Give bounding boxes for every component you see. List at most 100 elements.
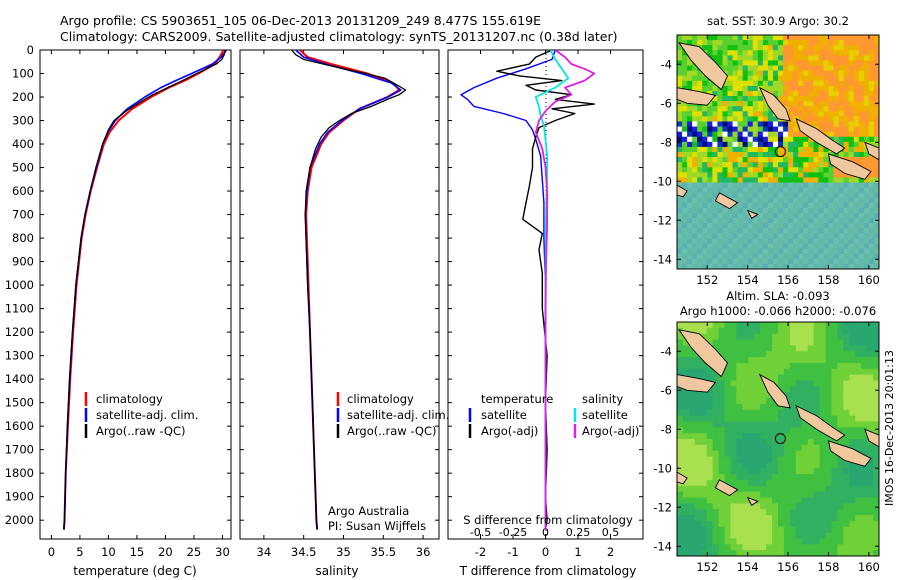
map-cell bbox=[813, 368, 821, 376]
map-cell bbox=[778, 327, 785, 335]
map-cell bbox=[742, 439, 749, 446]
map-cell bbox=[807, 444, 815, 452]
map-cell bbox=[772, 322, 779, 329]
map-cell bbox=[807, 374, 815, 381]
map-cell bbox=[767, 152, 774, 158]
map-cell bbox=[813, 50, 819, 56]
map-cell bbox=[772, 345, 779, 352]
map-cell bbox=[863, 50, 870, 56]
map-cell bbox=[843, 248, 850, 255]
map-cell bbox=[772, 70, 779, 77]
map-cell bbox=[801, 433, 809, 440]
map-cell bbox=[801, 398, 809, 405]
map-cell bbox=[757, 213, 764, 219]
map-cell bbox=[803, 55, 809, 61]
map-cell bbox=[762, 167, 769, 173]
map-cell bbox=[707, 248, 713, 255]
map-cell bbox=[831, 357, 838, 364]
pi-annotation: PI: Susan Wijffels bbox=[328, 519, 426, 533]
map-cell bbox=[694, 515, 702, 522]
map-cell bbox=[798, 45, 804, 51]
map-cell bbox=[762, 55, 769, 61]
map-cell bbox=[853, 45, 860, 51]
map-cell bbox=[855, 427, 862, 434]
map-cell bbox=[762, 136, 769, 143]
map-cell bbox=[843, 197, 850, 204]
map-cell bbox=[717, 223, 723, 229]
map-cell bbox=[831, 339, 838, 346]
map-cell bbox=[798, 192, 804, 199]
map-cell bbox=[707, 40, 713, 46]
map-cell bbox=[767, 238, 774, 245]
map-cell bbox=[707, 136, 713, 143]
map-cell bbox=[732, 50, 739, 56]
map-cell bbox=[819, 520, 827, 528]
map-cell bbox=[702, 106, 708, 112]
map-cell bbox=[778, 462, 785, 469]
map-cell bbox=[722, 218, 728, 224]
map-cell bbox=[843, 60, 850, 67]
map-cell bbox=[706, 462, 714, 469]
map-cell bbox=[730, 403, 737, 411]
map-cell bbox=[813, 111, 819, 117]
lon-tick-label: 156 bbox=[777, 560, 799, 574]
map-cell bbox=[762, 172, 769, 178]
map-cell bbox=[861, 357, 868, 364]
map-cell bbox=[702, 187, 708, 194]
map-cell bbox=[823, 116, 829, 122]
depth-tick-label: 1800 bbox=[5, 466, 34, 480]
map-cell bbox=[718, 403, 726, 411]
map-cell bbox=[818, 187, 824, 194]
legend-label-sal-satellite: satellite bbox=[582, 408, 628, 422]
map-cell bbox=[823, 85, 829, 92]
map-cell bbox=[702, 85, 708, 92]
map-cell bbox=[813, 258, 819, 265]
map-cell bbox=[789, 450, 797, 458]
map-cell bbox=[858, 152, 865, 158]
map-cell bbox=[778, 40, 784, 46]
map-cell bbox=[687, 243, 693, 250]
map-cell bbox=[682, 415, 690, 422]
map-cell bbox=[742, 111, 749, 117]
map-cell bbox=[682, 462, 690, 469]
map-cell bbox=[825, 362, 832, 370]
map-cell bbox=[692, 213, 698, 219]
map-cell bbox=[861, 380, 868, 387]
map-cell bbox=[873, 526, 879, 534]
map-cell bbox=[798, 141, 804, 148]
map-cell bbox=[831, 415, 838, 422]
map-cell bbox=[682, 322, 690, 329]
map-cell bbox=[730, 526, 737, 534]
map-cell bbox=[677, 202, 683, 209]
map-cell bbox=[727, 192, 734, 199]
map-cell bbox=[752, 106, 759, 112]
map-cell bbox=[722, 192, 728, 199]
map-cell bbox=[730, 333, 737, 341]
map-cell bbox=[825, 415, 832, 422]
map-cell bbox=[783, 333, 791, 341]
map-cell bbox=[849, 398, 856, 405]
map-cell bbox=[848, 187, 855, 194]
map-cell bbox=[803, 238, 809, 245]
map-cell bbox=[848, 131, 855, 138]
map-cell bbox=[706, 485, 714, 493]
map-cell bbox=[843, 403, 850, 411]
map-cell bbox=[828, 65, 835, 72]
map-cell bbox=[823, 248, 829, 255]
map-cell bbox=[767, 228, 774, 234]
map-cell bbox=[855, 444, 862, 452]
map-cell bbox=[783, 456, 791, 463]
map-cell bbox=[838, 187, 845, 194]
map-cell bbox=[712, 468, 720, 475]
map-cell bbox=[718, 386, 726, 393]
map-cell bbox=[848, 96, 855, 102]
map-cell bbox=[798, 65, 804, 72]
island bbox=[746, 496, 759, 506]
map-cell bbox=[838, 228, 845, 234]
map-cell bbox=[766, 503, 773, 510]
map-cell bbox=[818, 60, 824, 67]
map-cell bbox=[712, 50, 718, 56]
map-cell bbox=[760, 503, 767, 510]
map-cell bbox=[747, 70, 754, 77]
map-cell bbox=[783, 515, 791, 522]
